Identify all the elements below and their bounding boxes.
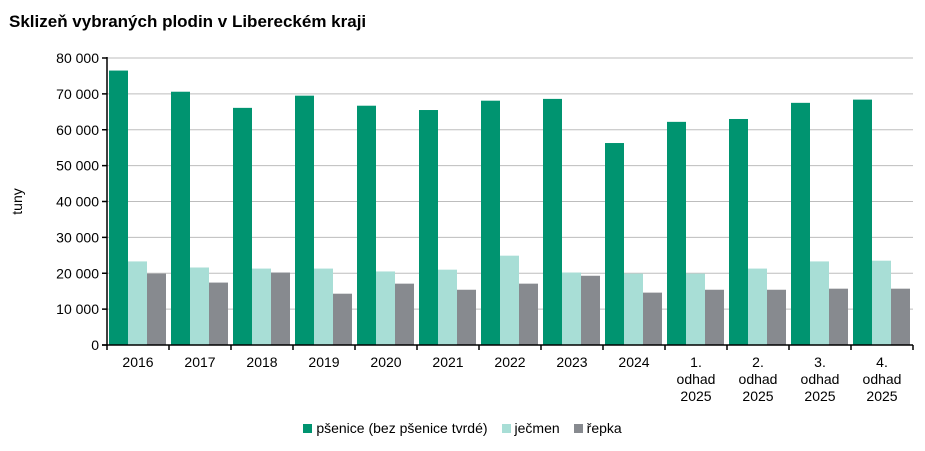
legend-label: řepka xyxy=(586,420,622,436)
bar-1 xyxy=(624,273,643,345)
bar-1 xyxy=(562,272,581,345)
bar-0 xyxy=(295,95,314,345)
y-tick-label: 70 000 xyxy=(56,86,99,102)
x-tick-label: 2022 xyxy=(494,354,525,370)
bar-0 xyxy=(171,91,190,345)
chart-title: Sklizeň vybraných plodin v Libereckém kr… xyxy=(9,12,367,31)
bar-1 xyxy=(252,268,271,345)
x-tick-label-line: 2022 xyxy=(494,354,525,370)
bar-1 xyxy=(314,268,333,345)
legend-item: pšenice (bez pšenice tvrdé) xyxy=(303,420,488,436)
bar-0 xyxy=(419,110,438,345)
bar-0 xyxy=(481,100,500,345)
bar-2 xyxy=(333,293,352,345)
bar-1 xyxy=(748,268,767,345)
bar-0 xyxy=(109,70,128,346)
bar-1 xyxy=(686,273,705,345)
x-tick-label-line: 2. xyxy=(752,354,764,370)
x-tick-label: 1. odhad 2025 xyxy=(677,354,716,404)
x-tick-label: 2019 xyxy=(308,354,339,370)
x-tick-label-line: 2016 xyxy=(122,354,153,370)
x-tick-label-line: odhad xyxy=(863,371,902,387)
x-tick-label: 2016 xyxy=(122,354,153,370)
legend-label: pšenice (bez pšenice tvrdé) xyxy=(316,420,488,436)
bar-0 xyxy=(357,105,376,346)
bar-2 xyxy=(147,273,166,345)
bar-0 xyxy=(543,98,562,346)
bar-1 xyxy=(500,255,519,345)
legend-swatch xyxy=(573,423,583,433)
bar-2 xyxy=(829,288,848,345)
x-tick-label: 2024 xyxy=(618,354,649,370)
bar-2 xyxy=(767,289,786,345)
x-tick-label: 2018 xyxy=(246,354,277,370)
bar-1 xyxy=(810,261,829,345)
legend-item: ječmen xyxy=(501,420,560,436)
x-tick-label: 3. odhad 2025 xyxy=(801,354,840,404)
x-tick-label: 2023 xyxy=(556,354,587,370)
x-tick-label-line: 2025 xyxy=(680,388,711,404)
y-tick-label: 40 000 xyxy=(56,194,99,210)
y-tick-label: 0 xyxy=(91,337,99,353)
x-tick-label-line: 3. xyxy=(814,354,826,370)
bar-2 xyxy=(457,289,476,345)
legend-swatch xyxy=(501,423,511,433)
bar-2 xyxy=(519,283,538,345)
bar-0 xyxy=(729,118,748,345)
x-tick-label-line: odhad xyxy=(739,371,778,387)
x-tick-label: 4. odhad 2025 xyxy=(863,354,902,404)
bar-2 xyxy=(643,292,662,345)
bar-1 xyxy=(190,267,209,345)
legend-item: řepka xyxy=(573,420,622,436)
x-tick-label-line: 2025 xyxy=(742,388,773,404)
bar-2 xyxy=(271,272,290,345)
y-tick-label: 80 000 xyxy=(56,50,99,66)
bar-1 xyxy=(872,260,891,345)
x-tick-label-line: 4. xyxy=(876,354,888,370)
bar-1 xyxy=(438,269,457,345)
bar-0 xyxy=(667,121,686,345)
y-tick-label: 50 000 xyxy=(56,158,99,174)
bar-1 xyxy=(128,261,147,345)
legend-swatch xyxy=(303,423,313,433)
legend-label: ječmen xyxy=(514,420,560,436)
x-tick-label-line: 2018 xyxy=(246,354,277,370)
x-tick-label-line: odhad xyxy=(801,371,840,387)
x-tick-label-line: 1. xyxy=(690,354,702,370)
bar-0 xyxy=(853,99,872,346)
x-tick-label-line: 2019 xyxy=(308,354,339,370)
bar-0 xyxy=(791,102,810,345)
x-tick-label: 2021 xyxy=(432,354,463,370)
y-tick-label: 30 000 xyxy=(56,229,99,245)
bar-2 xyxy=(891,288,910,345)
bar-1 xyxy=(376,271,395,345)
x-tick-label-line: 2025 xyxy=(866,388,897,404)
x-tick-label-line: 2020 xyxy=(370,354,401,370)
legend: pšenice (bez pšenice tvrdé) ječmen řepka xyxy=(0,420,925,436)
y-axis-label: tuny xyxy=(9,188,25,214)
x-tick-label: 2017 xyxy=(184,354,215,370)
x-tick-label-line: 2025 xyxy=(804,388,835,404)
y-tick-label: 60 000 xyxy=(56,122,99,138)
bar-0 xyxy=(233,107,252,346)
x-tick-label: 2020 xyxy=(370,354,401,370)
y-tick-label: 20 000 xyxy=(56,265,99,281)
y-tick-label: 10 000 xyxy=(56,301,99,317)
bar-2 xyxy=(209,282,228,345)
x-tick-label-line: odhad xyxy=(677,371,716,387)
x-tick-label-line: 2023 xyxy=(556,354,587,370)
x-tick-label-line: 2017 xyxy=(184,354,215,370)
x-tick-label-line: 2024 xyxy=(618,354,649,370)
bar-2 xyxy=(395,283,414,345)
bar-2 xyxy=(581,275,600,345)
x-tick-label: 2. odhad 2025 xyxy=(739,354,778,404)
bar-0 xyxy=(605,143,624,345)
x-tick-label-line: 2021 xyxy=(432,354,463,370)
bar-2 xyxy=(705,289,724,345)
